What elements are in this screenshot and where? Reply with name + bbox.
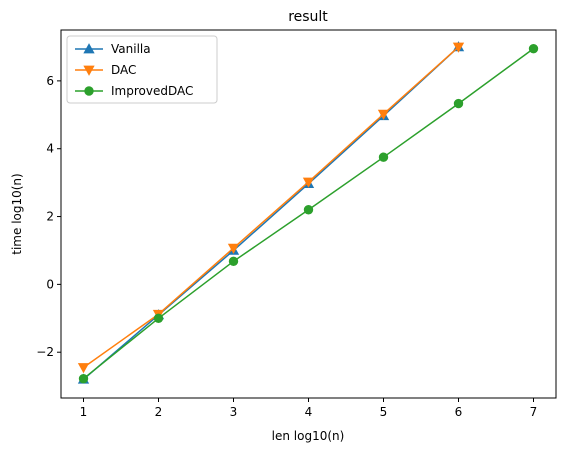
series-dac <box>77 42 465 374</box>
legend-marker <box>83 65 95 76</box>
legend-marker <box>84 86 94 96</box>
data-point <box>228 256 239 267</box>
data-point <box>452 42 465 53</box>
legend-box <box>66 35 218 104</box>
y-tick-label: 6 <box>46 74 54 88</box>
legend-item: ImprovedDAC <box>75 84 193 98</box>
legend-label: DAC <box>111 63 136 77</box>
y-tick-label: 0 <box>46 277 54 291</box>
data-point <box>453 98 464 109</box>
legend-label: Vanilla <box>111 42 151 56</box>
data-point <box>378 152 389 162</box>
legend: Vanilla DAC ImprovedDAC <box>66 35 218 104</box>
data-point <box>227 243 240 254</box>
x-tick-label: 2 <box>155 405 163 419</box>
series-improveddac <box>78 43 539 384</box>
y-tick-label: −2 <box>36 345 54 359</box>
y-axis-label: time log10(n) <box>10 173 24 254</box>
data-point <box>528 43 539 54</box>
legend-item: DAC <box>75 63 136 77</box>
plot-area <box>77 41 539 384</box>
series-line <box>83 46 460 369</box>
data-point <box>77 363 90 374</box>
data-point <box>153 313 164 323</box>
x-axis: 1 2 3 4 5 6 7 <box>80 398 538 419</box>
legend-item: Vanilla <box>75 42 151 56</box>
x-tick-label: 7 <box>530 405 538 419</box>
data-point <box>302 177 315 188</box>
x-tick-label: 5 <box>380 405 388 419</box>
y-tick-label: 4 <box>46 142 54 156</box>
y-tick-label: 2 <box>46 210 54 224</box>
x-tick-label: 6 <box>455 405 463 419</box>
x-tick-label: 1 <box>80 405 88 419</box>
legend-marker <box>83 43 95 54</box>
legend-label: ImprovedDAC <box>111 84 193 98</box>
y-axis: −2 0 2 4 6 <box>36 74 61 359</box>
series-line <box>83 46 460 380</box>
x-tick-label: 4 <box>305 405 313 419</box>
data-point <box>377 109 390 120</box>
data-point <box>78 373 89 384</box>
chart-title: result <box>288 9 328 25</box>
x-tick-label: 3 <box>230 405 238 419</box>
x-axis-label: len log10(n) <box>272 429 345 443</box>
data-point <box>303 205 314 215</box>
